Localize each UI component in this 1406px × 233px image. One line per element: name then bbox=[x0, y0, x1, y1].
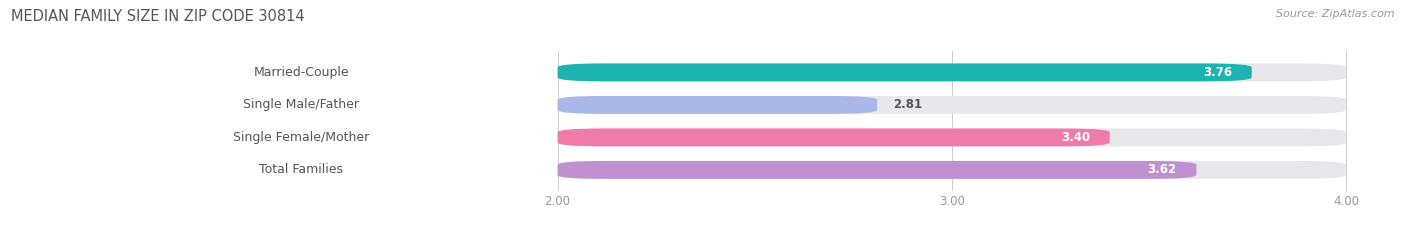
FancyBboxPatch shape bbox=[558, 161, 1197, 179]
FancyBboxPatch shape bbox=[558, 63, 1251, 81]
FancyBboxPatch shape bbox=[104, 97, 499, 113]
Text: Single Female/Mother: Single Female/Mother bbox=[233, 131, 370, 144]
FancyBboxPatch shape bbox=[558, 128, 1109, 146]
Text: Source: ZipAtlas.com: Source: ZipAtlas.com bbox=[1277, 9, 1395, 19]
FancyBboxPatch shape bbox=[558, 96, 1347, 114]
FancyBboxPatch shape bbox=[558, 161, 1347, 179]
Text: Total Families: Total Families bbox=[259, 163, 343, 176]
Text: 2.81: 2.81 bbox=[893, 98, 922, 111]
Text: Married-Couple: Married-Couple bbox=[253, 66, 349, 79]
Text: 3.40: 3.40 bbox=[1062, 131, 1090, 144]
FancyBboxPatch shape bbox=[104, 130, 499, 145]
FancyBboxPatch shape bbox=[558, 63, 1347, 81]
Text: MEDIAN FAMILY SIZE IN ZIP CODE 30814: MEDIAN FAMILY SIZE IN ZIP CODE 30814 bbox=[11, 9, 305, 24]
Text: 3.76: 3.76 bbox=[1204, 66, 1232, 79]
FancyBboxPatch shape bbox=[558, 96, 877, 114]
FancyBboxPatch shape bbox=[104, 65, 499, 80]
FancyBboxPatch shape bbox=[104, 162, 499, 178]
FancyBboxPatch shape bbox=[558, 128, 1347, 146]
Text: Single Male/Father: Single Male/Father bbox=[243, 98, 360, 111]
Text: 3.62: 3.62 bbox=[1147, 163, 1177, 176]
